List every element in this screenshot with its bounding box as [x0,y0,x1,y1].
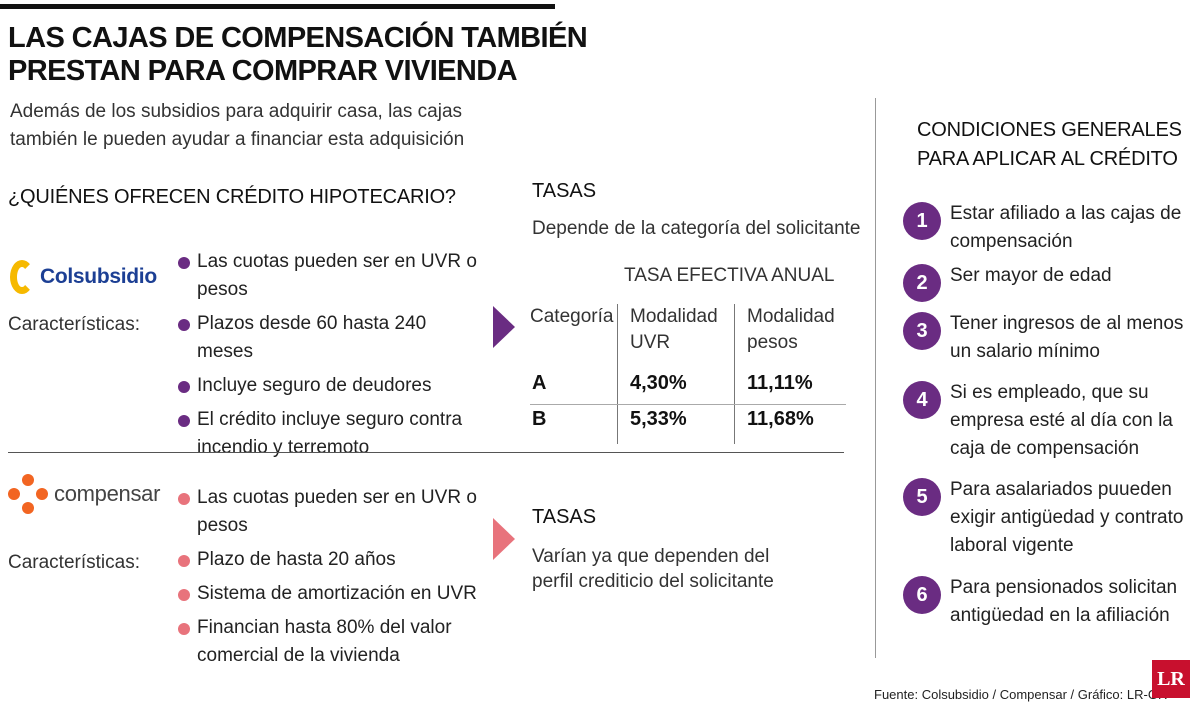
row-a-categoria: A [532,372,547,394]
list-item: El crédito incluye seguro contra incendi… [178,406,478,462]
number-badge: 6 [903,576,941,614]
number-badge: 4 [903,381,941,419]
number-badge: 1 [903,202,941,240]
list-item: Las cuotas pueden ser en UVR o pesos [178,484,478,540]
title-line-2: PRESTAN PARA COMPRAR VIVIENDA [8,55,518,87]
intro-text: Además de los subsidios para adquirir ca… [10,98,490,154]
compensar-dots-icon [8,474,48,514]
condition-item: 4 Si es empleado, que su empresa esté al… [903,379,1193,463]
intro-line-2: también le pueden ayudar a financiar est… [10,129,465,150]
colsubsidio-c-icon [10,260,36,294]
colsubsidio-bullets: Las cuotas pueden ser en UVR o pesos Pla… [178,248,478,468]
number-badge: 3 [903,312,941,350]
list-item: Plazos desde 60 hasta 240 meses [178,310,478,366]
row-divider [530,404,846,405]
condition-text: Estar afiliado a las cajas de compensaci… [950,203,1182,252]
row-a-uvr: 4,30% [630,372,687,394]
colsubsidio-tasas-heading: TASAS [532,180,597,202]
bullet-dot-icon [178,589,190,601]
list-item: Incluye seguro de deudores [178,372,478,400]
bullet-dot-icon [178,319,190,331]
column-header-uvr: Modalidad UVR [630,306,718,353]
list-item: Financian hasta 80% del valor comercial … [178,614,478,670]
triangle-arrow-icon [493,518,515,560]
column-header-categoria: Categoría [530,306,614,327]
colsubsidio-logo-text: Colsubsidio [40,265,157,288]
top-rule [0,4,555,9]
conditions-heading: CONDICIONES GENERALES PARA APLICAR AL CR… [917,119,1182,170]
list-item: Las cuotas pueden ser en UVR o pesos [178,248,478,304]
condition-text: Ser mayor de edad [950,265,1112,286]
bullet-dot-icon [178,415,190,427]
column-divider [617,304,618,444]
bullet-dot-icon [178,381,190,393]
lr-logo: LR [1152,660,1190,698]
condition-item: 5 Para asalariados puueden exigir antigü… [903,476,1193,560]
colsubsidio-characteristics-label: Características: [8,314,140,335]
row-b-categoria: B [532,408,547,430]
colsubsidio-logo: Colsubsidio [10,260,157,294]
column-header-pesos: Modalidad pesos [747,306,835,353]
list-item: Plazo de hasta 20 años [178,546,478,574]
list-item: Sistema de amortización en UVR [178,580,478,608]
colsubsidio-tasas-subtitle: Depende de la categoría del solicitante [532,218,861,239]
intro-line-1: Además de los subsidios para adquirir ca… [10,101,463,122]
compensar-logo: compensar [8,474,160,514]
compensar-characteristics-label: Características: [8,552,140,573]
compensar-tasas-heading: TASAS [532,506,597,528]
condition-item: 3 Tener ingresos de al menos un salario … [903,310,1193,366]
number-badge: 5 [903,478,941,516]
condition-item: 6 Para pensionados solicitan antigüedad … [903,574,1193,630]
question-heading: ¿QUIÉNES OFRECEN CRÉDITO HIPOTECARIO? [8,186,456,208]
row-b-pesos: 11,68% [747,408,814,430]
column-divider-vertical [875,98,876,658]
bullet-dot-icon [178,623,190,635]
row-b-uvr: 5,33% [630,408,687,430]
condition-text: Para pensionados solicitan antigüedad en… [950,577,1178,626]
number-badge: 2 [903,264,941,302]
row-a-pesos: 11,11% [747,372,813,394]
condition-item: 1 Estar afiliado a las cajas de compensa… [903,200,1193,256]
section-divider [8,452,844,453]
rate-table-title: TASA EFECTIVA ANUAL [624,265,835,286]
condition-text: Si es empleado, que su empresa esté al d… [950,382,1173,459]
compensar-logo-text: compensar [54,481,161,506]
bullet-dot-icon [178,257,190,269]
compensar-tasas-subtitle: Varían ya que dependen del perfil credit… [532,546,774,592]
source-credit: Fuente: Colsubsidio / Compensar / Gráfic… [874,687,1168,702]
title-line-1: LAS CAJAS DE COMPENSACIÓN TAMBIÉN [8,22,588,54]
condition-item: 2 Ser mayor de edad [903,262,1193,302]
condition-text: Para asalariados puueden exigir antigüed… [950,479,1184,556]
bullet-dot-icon [178,555,190,567]
column-divider [734,304,735,444]
triangle-arrow-icon [493,306,515,348]
compensar-bullets: Las cuotas pueden ser en UVR o pesos Pla… [178,484,478,676]
condition-text: Tener ingresos de al menos un salario mí… [950,313,1184,362]
page-title: LAS CAJAS DE COMPENSACIÓN TAMBIÉN PRESTA… [8,22,608,88]
bullet-dot-icon [178,493,190,505]
